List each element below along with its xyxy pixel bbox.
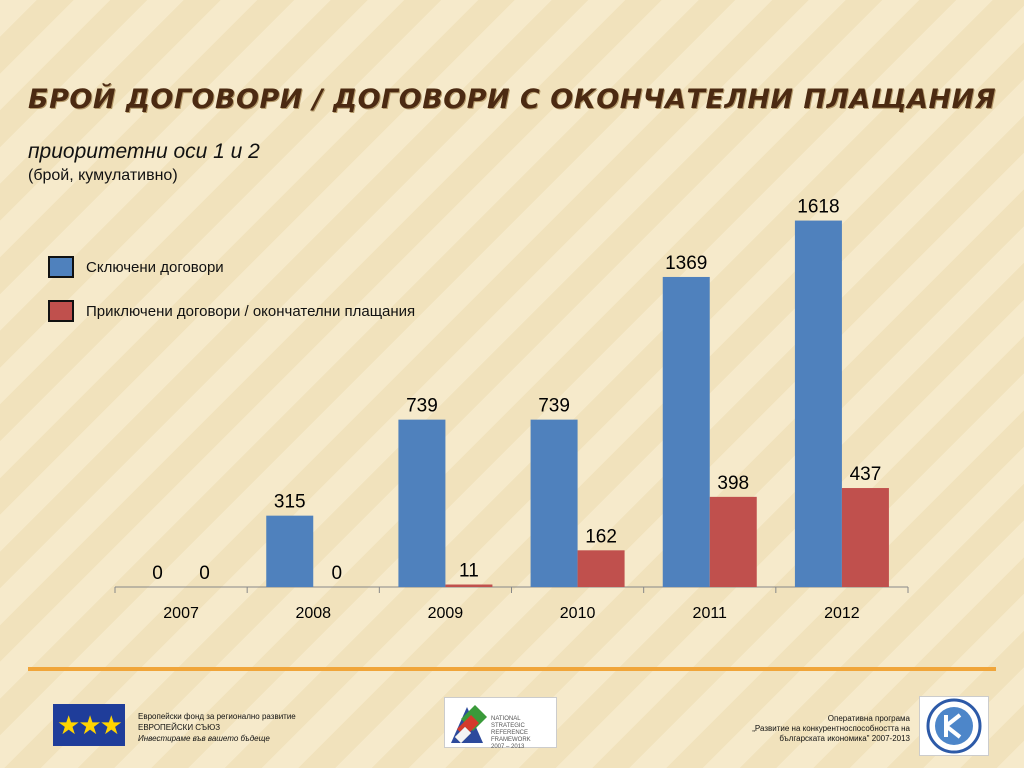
legend-swatch-completed [48, 300, 74, 322]
data-label: 1618 [797, 197, 839, 218]
nsrf-line1: NATIONAL [491, 716, 521, 722]
chart-units-note: (брой, кумулативно) [28, 167, 178, 184]
nsrf-line3: REFERENCE FRAMEWORK [491, 730, 531, 743]
bar-completed [709, 496, 757, 587]
bar-concluded [266, 515, 314, 587]
data-label: 0 [152, 563, 163, 584]
x-tick-label: 2009 [428, 605, 464, 622]
bar-completed [445, 584, 493, 587]
nsrf-line2: STRATEGIC [491, 723, 525, 729]
data-label: 1369 [665, 253, 707, 274]
competitiveness-logo [919, 696, 989, 756]
data-label: 0 [331, 563, 342, 584]
bar-chart: 0 0 2007 315 0 2008 739 11 2009 739 162 2010 1369 398… [114, 197, 909, 622]
eu-flag-logo: ★★★ [53, 704, 125, 746]
nsrf-logo: NATIONAL STRATEGIC REFERENCE FRAMEWORK 2… [444, 697, 557, 751]
data-label: 398 [717, 473, 749, 494]
chart-legend: Сключени договори Приключени договори / … [48, 256, 415, 344]
bar-concluded [530, 419, 578, 587]
data-label: 739 [406, 396, 438, 417]
footer-divider [28, 667, 996, 671]
data-label: 11 [459, 561, 479, 582]
eu-fund-text: Европейски фонд за регионално развитие Е… [138, 711, 296, 744]
legend-label-completed: Приключени договори / окончателни плащан… [86, 302, 416, 320]
data-label: 0 [199, 563, 210, 584]
operational-programme-text: Оперативна програма „Развитие на конкуре… [650, 714, 910, 744]
x-tick-label: 2007 [163, 605, 199, 622]
legend-swatch-concluded [48, 256, 74, 278]
bar-completed [577, 550, 625, 587]
data-label: 739 [538, 396, 570, 417]
x-tick-label: 2011 [693, 605, 728, 622]
eu-fund-line2: ЕВРОПЕЙСКИ СЪЮЗ [138, 723, 221, 732]
nsrf-emblem-icon [451, 705, 487, 744]
data-label: 315 [274, 492, 306, 513]
op-line1: Оперативна програма [827, 714, 910, 723]
eu-fund-line1: Европейски фонд за регионално развитие [138, 712, 296, 721]
chart-subtitle: приоритетни оси 1 и 2 [28, 140, 260, 163]
nsrf-line4: 2007 – 2013 [491, 744, 525, 750]
data-label: 437 [850, 464, 882, 485]
legend-label-concluded: Сключени договори [86, 258, 224, 276]
x-tick-label: 2010 [560, 605, 596, 622]
bar-concluded [398, 419, 446, 587]
bar-concluded [662, 276, 710, 587]
legend-item-completed: Приключени договори / окончателни плащан… [48, 300, 415, 322]
bar-completed [841, 488, 889, 587]
data-label: 162 [585, 526, 617, 547]
x-tick-label: 2012 [824, 605, 860, 622]
op-line2: „Развитие на конкурентноспособността на [752, 724, 910, 733]
legend-item-concluded: Сключени договори [48, 256, 415, 278]
x-tick-label: 2008 [295, 605, 331, 622]
competitiveness-emblem-icon [926, 698, 982, 754]
eu-fund-line3: Инвестираме във вашето бъдеще [138, 734, 270, 743]
op-line3: българската икономика" 2007-2013 [779, 734, 910, 743]
nsrf-text: NATIONAL STRATEGIC REFERENCE FRAMEWORK 2… [491, 716, 556, 751]
slide-title: БРОЙ ДОГОВОРИ / ДОГОВОРИ С ОКОНЧАТЕЛНИ П… [28, 84, 996, 115]
bar-concluded [794, 220, 842, 587]
